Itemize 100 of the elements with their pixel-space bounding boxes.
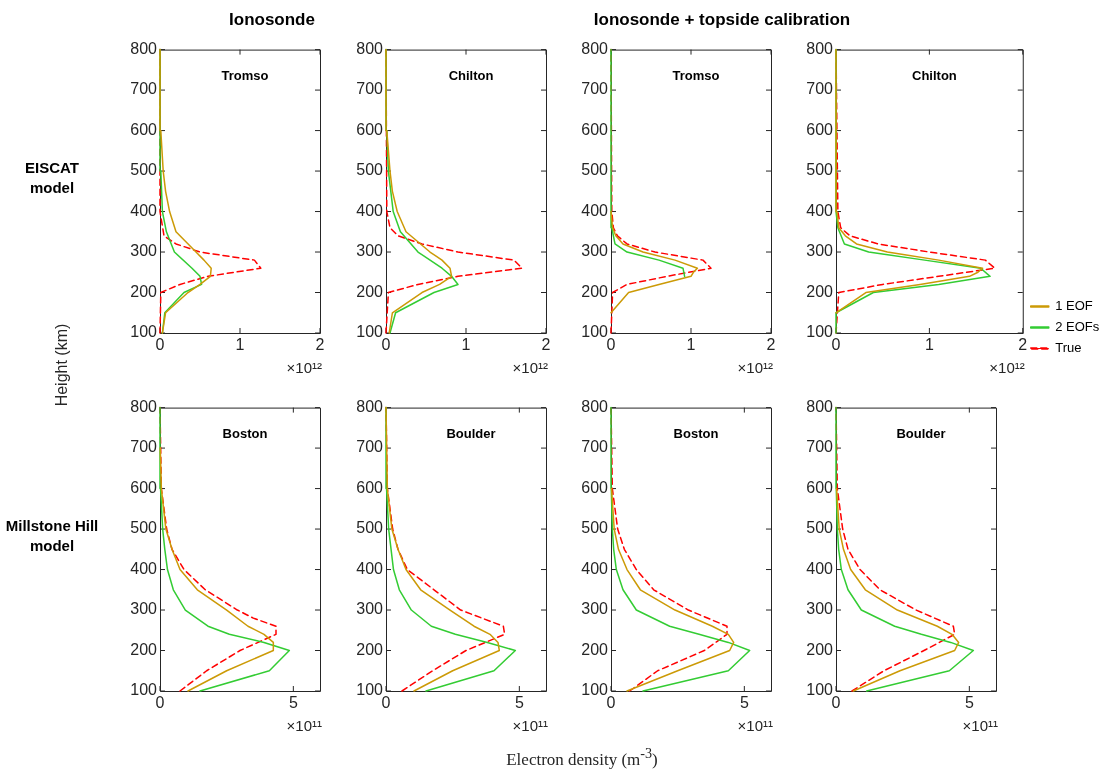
- y-tick-label: 500: [806, 161, 834, 179]
- y-tick-label: 700: [581, 80, 609, 98]
- x-tick-label: 0: [381, 336, 391, 354]
- y-tick-label: 800: [356, 40, 384, 58]
- text: Boulder: [446, 426, 496, 442]
- text: Boston: [673, 426, 719, 442]
- y-tick-label: 300: [806, 242, 834, 260]
- y-tick-label: 400: [806, 559, 834, 577]
- y-tick-label: 200: [581, 282, 609, 300]
- x-tick-label: 1: [461, 336, 471, 354]
- y-tick-label: 300: [581, 600, 609, 618]
- legend-label: True: [1055, 340, 1082, 356]
- legend-label: 1 EOF: [1055, 298, 1093, 314]
- x-tick-label: 2: [315, 336, 325, 354]
- y-tick-label: 200: [356, 282, 384, 300]
- y-tick-label: 700: [581, 438, 609, 456]
- x-tick-label: 0: [831, 336, 841, 354]
- text: Ionosonde: [229, 10, 315, 30]
- text: EISCAT model: [24, 158, 80, 198]
- y-tick-label: 400: [356, 559, 384, 577]
- y-tick-label: 300: [356, 600, 384, 618]
- x-tick-label: 2: [541, 336, 551, 354]
- text: Chilton: [448, 68, 494, 84]
- y-tick-label: 200: [130, 640, 158, 658]
- y-tick-label: 200: [356, 640, 384, 658]
- y-tick-label: 500: [130, 161, 158, 179]
- text: ×10¹¹: [512, 716, 548, 734]
- y-tick-label: 500: [581, 519, 609, 537]
- y-tick-label: 500: [806, 519, 834, 537]
- x-tick-label: 5: [514, 694, 524, 712]
- y-tick-label: 700: [130, 438, 158, 456]
- x-tick-label: 2: [1018, 336, 1028, 354]
- y-tick-label: 700: [130, 80, 158, 98]
- x-tick-label: 0: [606, 336, 616, 354]
- y-tick-label: 800: [130, 40, 158, 58]
- y-tick-label: 700: [356, 80, 384, 98]
- text: ×10¹¹: [962, 716, 998, 734]
- x-tick-label: 5: [288, 694, 298, 712]
- y-tick-label: 700: [806, 438, 834, 456]
- x-tick-label: 1: [235, 336, 245, 354]
- x-tick-label: 1: [924, 336, 934, 354]
- text: Boulder: [896, 426, 946, 442]
- text: Millstone Hill model: [4, 516, 100, 556]
- y-tick-label: 600: [806, 120, 834, 138]
- x-tick-label: 0: [831, 694, 841, 712]
- y-tick-label: 700: [356, 438, 384, 456]
- x-tick-label: 1: [686, 336, 696, 354]
- text: Boston: [222, 426, 268, 442]
- y-tick-label: 200: [130, 282, 158, 300]
- y-tick-label: 600: [356, 120, 384, 138]
- text: ×10¹¹: [286, 716, 322, 734]
- text: Chilton: [911, 68, 957, 84]
- y-tick-label: 400: [581, 559, 609, 577]
- y-tick-label: 300: [806, 600, 834, 618]
- text: Ionosonde + topside calibration: [593, 10, 851, 30]
- y-tick-label: 200: [581, 640, 609, 658]
- x-tick-label: 5: [739, 694, 749, 712]
- y-tick-label: 800: [356, 398, 384, 416]
- x-tick-label: 5: [964, 694, 974, 712]
- y-tick-label: 600: [130, 478, 158, 496]
- text: ×10¹²: [286, 358, 322, 376]
- y-tick-label: 400: [581, 201, 609, 219]
- y-tick-label: 700: [806, 80, 834, 98]
- y-tick-label: 800: [581, 40, 609, 58]
- y-tick-label: 300: [130, 242, 158, 260]
- y-tick-label: 400: [130, 201, 158, 219]
- y-tick-label: 400: [806, 201, 834, 219]
- text: ×10¹¹: [737, 716, 773, 734]
- y-tick-label: 800: [581, 398, 609, 416]
- y-tick-label: 400: [356, 201, 384, 219]
- y-tick-label: 800: [806, 40, 834, 58]
- y-tick-label: 200: [806, 282, 834, 300]
- y-tick-label: 600: [581, 478, 609, 496]
- legend-label: 2 EOFs: [1055, 319, 1100, 335]
- y-tick-label: 600: [130, 120, 158, 138]
- text: ×10¹²: [989, 358, 1025, 376]
- y-tick-label: 300: [130, 600, 158, 618]
- y-tick-label: 500: [581, 161, 609, 179]
- y-tick-label: 400: [130, 559, 158, 577]
- text: Electron density (m$^{-3}$): [506, 745, 658, 769]
- y-tick-label: 800: [806, 398, 834, 416]
- x-tick-label: 0: [155, 694, 165, 712]
- text: ×10¹²: [737, 358, 773, 376]
- x-tick-label: 0: [155, 336, 165, 354]
- x-tick-label: 2: [766, 336, 776, 354]
- y-tick-label: 600: [581, 120, 609, 138]
- y-tick-label: 500: [356, 519, 384, 537]
- y-tick-label: 300: [356, 242, 384, 260]
- y-tick-label: 600: [356, 478, 384, 496]
- y-tick-label: 500: [356, 161, 384, 179]
- text: Tromso: [672, 68, 720, 84]
- text: ×10¹²: [512, 358, 548, 376]
- text: Tromso: [221, 68, 269, 84]
- x-tick-label: 0: [606, 694, 616, 712]
- x-tick-label: 0: [381, 694, 391, 712]
- y-tick-label: 300: [581, 242, 609, 260]
- y-tick-label: 500: [130, 519, 158, 537]
- y-tick-label: 600: [806, 478, 834, 496]
- y-tick-label: 800: [130, 398, 158, 416]
- y-tick-label: 200: [806, 640, 834, 658]
